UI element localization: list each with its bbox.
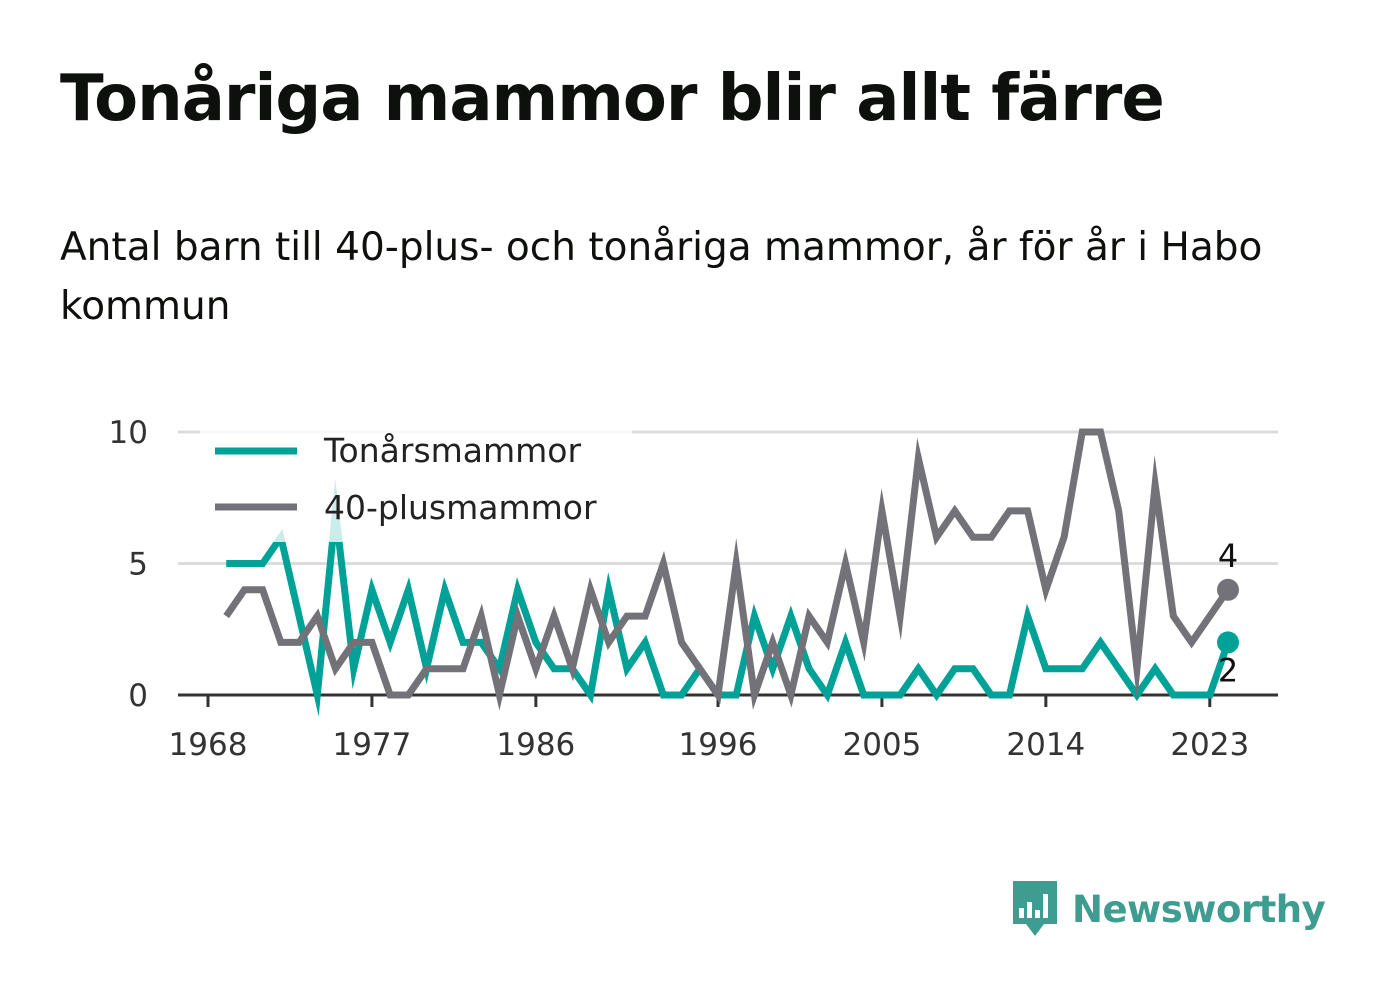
x-tick-label-2014: 2014 bbox=[1006, 727, 1085, 763]
series-line-1 bbox=[223, 428, 1231, 711]
y-axis-ticks: 0 5 10 bbox=[109, 415, 148, 714]
x-tick-label-1986: 1986 bbox=[496, 727, 575, 763]
legend: Tonårsmammor 40-plusmammor bbox=[200, 420, 632, 542]
end-value-label-1: 4 bbox=[1218, 537, 1238, 575]
x-tick-label-1977: 1977 bbox=[332, 727, 411, 763]
y-tick-label-5: 5 bbox=[128, 547, 148, 583]
y-tick-label-10: 10 bbox=[109, 415, 148, 451]
legend-label-40-plusmammor: 40-plusmammor bbox=[324, 488, 597, 527]
chart-title: Tonåriga mammor blir allt färre bbox=[60, 62, 1165, 136]
series-line-0 bbox=[226, 478, 1232, 717]
x-tick-label-1996: 1996 bbox=[679, 727, 758, 763]
brand-name: Newsworthy bbox=[1072, 887, 1326, 931]
x-tick-label-1968: 1968 bbox=[169, 727, 248, 763]
x-tick-label-2005: 2005 bbox=[842, 727, 921, 763]
end-markers: 24 bbox=[1217, 537, 1239, 689]
x-tick-label-2023: 2023 bbox=[1170, 727, 1249, 763]
chart-subtitle: Antal barn till 40-plus- och tonåriga ma… bbox=[60, 225, 1263, 329]
series-lines bbox=[223, 428, 1232, 717]
bar-chart-speech-bubble-icon bbox=[1013, 881, 1057, 936]
legend-background bbox=[200, 420, 632, 542]
end-point-1 bbox=[1217, 578, 1239, 601]
end-value-label-0: 2 bbox=[1218, 651, 1238, 689]
newsworthy-logo: Newsworthy bbox=[1010, 878, 1326, 940]
y-tick-label-0: 0 bbox=[128, 678, 148, 714]
legend-label-tonarsmammor: Tonårsmammor bbox=[323, 431, 581, 470]
x-axis: 1968 1977 1986 1996 2005 2014 2023 bbox=[169, 693, 1278, 763]
end-point-0 bbox=[1217, 631, 1239, 654]
